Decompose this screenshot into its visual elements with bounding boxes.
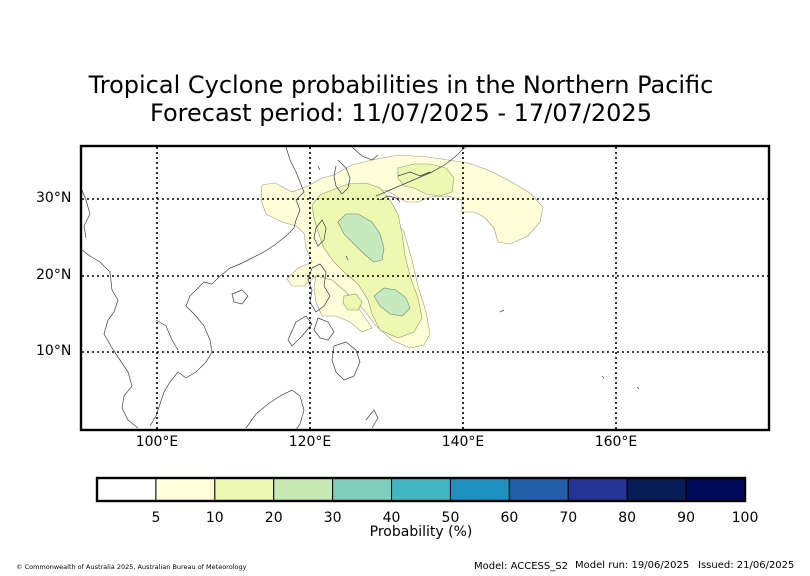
- lon-label-100e: 100°E: [135, 434, 179, 450]
- probability-region-20: [337, 213, 411, 317]
- lon-label-160e: 160°E: [594, 434, 638, 450]
- model-name: Model: ACCESS_S2: [474, 561, 568, 572]
- colorbar-tick-label: 30: [323, 510, 342, 526]
- colorbar-segment: [685, 477, 746, 502]
- colorbar-tick-label: 90: [677, 510, 695, 526]
- colorbar-segment: [273, 477, 334, 502]
- colorbar-tick-label: 20: [264, 510, 283, 526]
- colorbar-label: Probability (%): [369, 524, 473, 540]
- colorbar-segment: [508, 477, 569, 502]
- gridlines: [82, 147, 769, 430]
- lat-label-20n: 20°N: [36, 267, 72, 283]
- colorbar-frame: [95, 476, 747, 503]
- lat-label-30n: 30°N: [36, 190, 72, 206]
- colorbar-segment: [449, 477, 510, 502]
- chart-title-line-2: Forecast period: 11/07/2025 - 17/07/2025: [150, 99, 652, 127]
- map-frame: [79, 144, 771, 432]
- lon-label-140e: 140°E: [441, 434, 485, 450]
- colorbar-segment: [332, 477, 393, 502]
- lon-label-120e: 120°E: [288, 434, 332, 450]
- colorbar-segment: [391, 477, 451, 502]
- colorbar-segment: [155, 477, 216, 502]
- coastlines: [82, 147, 640, 430]
- colorbar-segment: [626, 477, 687, 502]
- copyright-text: © Commonwealth of Australia 2025, Austra…: [16, 563, 247, 571]
- colorbar-tick-label: 5: [151, 510, 161, 526]
- colorbar-tick-label: 80: [618, 510, 637, 526]
- colorbar: [95, 476, 747, 503]
- colorbar-tick-label: 100: [731, 510, 759, 526]
- colorbar-segment: [96, 477, 157, 502]
- lat-label-10n: 10°N: [36, 343, 72, 359]
- colorbar-tick-label: 70: [559, 510, 578, 526]
- colorbar-tick-label: 10: [205, 510, 224, 526]
- colorbar-segment: [214, 477, 275, 502]
- colorbar-tick-label: 50: [441, 510, 460, 526]
- colorbar-tick-label: 60: [500, 510, 519, 526]
- model-run-date: Model run: 19/06/2025: [575, 560, 690, 571]
- map-content: [82, 147, 640, 430]
- chart-title-line-1: Tropical Cyclone probabilities in the No…: [88, 71, 714, 99]
- colorbar-segment: [567, 477, 628, 502]
- colorbar-tick-label: 40: [382, 510, 401, 526]
- issued-date: Issued: 21/06/2025: [698, 560, 795, 571]
